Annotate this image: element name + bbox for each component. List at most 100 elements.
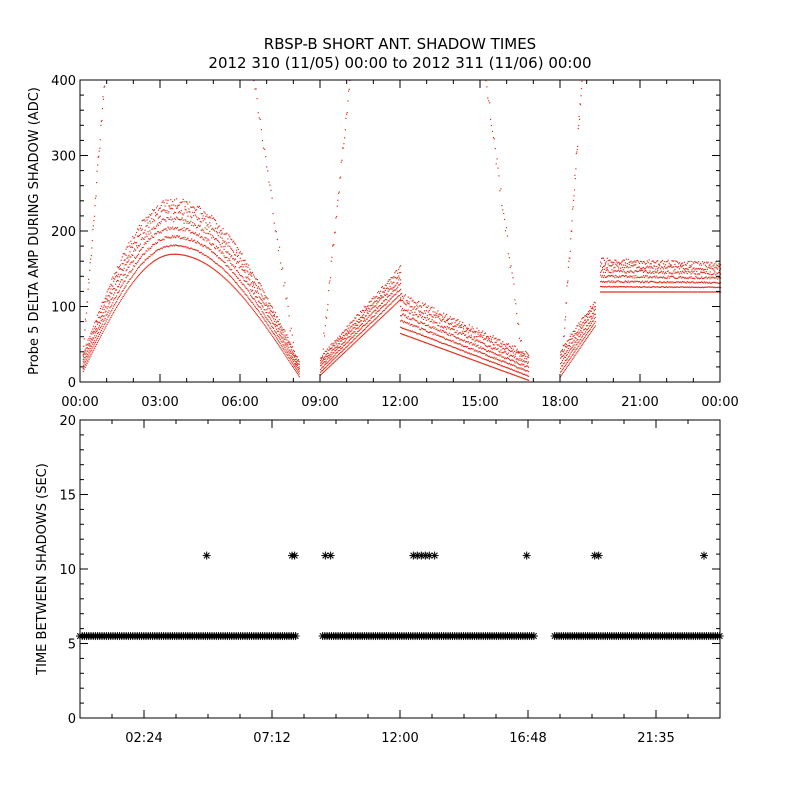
top-data-point [247,289,249,291]
top-data-point [678,281,680,283]
top-data-point [83,362,85,364]
top-data-point [421,317,423,319]
top-data-point [338,191,340,193]
top-data-point [511,272,513,274]
top-data-point [343,341,345,343]
top-data-point [446,338,448,340]
top-data-point [143,243,145,245]
top-data-point [628,286,630,288]
top-data-point [371,312,373,314]
top-data-point [282,331,284,333]
top-data-point [472,328,474,330]
top-data-point [517,367,519,369]
top-data-point [329,356,331,358]
top-data-point [194,209,197,211]
top-data-point [689,287,691,289]
top-data-point [393,305,395,307]
top-data-point [626,285,628,288]
top-data-point [382,287,385,289]
top-data-point [234,258,237,260]
top-data-point [401,327,404,329]
top-data-point [160,211,162,213]
top-data-point [580,321,582,323]
top-data-point [191,238,193,240]
top-data-point [462,339,464,342]
top-data-point [500,188,502,190]
top-data-point [325,354,327,356]
top-data-point [688,260,690,263]
top-data-point [384,284,386,286]
top-data-point [244,269,246,271]
top-data-point [437,310,439,312]
top-data-point [578,345,580,347]
top-data-point [321,361,323,363]
top-data-point [173,253,175,255]
top-data-point [349,346,351,348]
top-data-point [214,269,217,272]
top-data-point [590,315,592,317]
top-data-point [571,354,573,356]
top-data-point [493,353,495,355]
top-data-point [608,259,610,261]
top-data-point [178,211,180,213]
top-data-point [523,373,525,375]
top-data-point [156,205,159,207]
top-data-point [426,316,428,319]
top-data-point [112,288,114,291]
top-data-point [673,291,675,293]
top-data-point [388,304,390,306]
top-data-point [603,286,605,288]
top-data-point [674,272,676,274]
top-data-point [374,309,376,311]
top-data-point [480,356,482,359]
top-data-point [106,307,108,310]
top-data-point [145,259,147,261]
top-data-point [587,327,590,329]
top-data-point [292,359,294,361]
top-data-point [175,207,178,209]
top-data-point [654,291,656,293]
top-data-point [451,351,453,353]
top-data-point [665,282,667,284]
top-data-point [633,261,635,263]
top-data-point [390,292,392,294]
top-data-point [158,239,160,241]
top-data-point [573,352,575,354]
top-data-point [654,265,656,267]
top-data-point [615,286,617,288]
top-data-point [181,217,183,219]
top-data-point [337,199,339,201]
top-data-point [676,281,678,283]
top-data-point [254,296,257,298]
top-data-point [285,355,287,357]
top-data-point [513,369,515,371]
top-data-point [144,242,146,244]
top-data-point [387,300,389,302]
top-data-point [89,339,91,341]
top-data-point [636,277,638,279]
top-data-point [411,318,413,320]
top-data-point [525,361,527,363]
top-data-point [214,219,216,221]
top-data-point [714,263,716,265]
top-data-point [289,343,291,345]
top-data-point [512,277,514,279]
top-data-point [205,254,207,256]
top-data-point [485,349,487,351]
top-data-point [582,317,584,319]
top-data-point [281,337,283,339]
top-data-point [611,262,613,264]
top-data-point [404,314,406,316]
top-data-point [565,302,568,304]
top-data-point [88,355,90,357]
top-data-point [600,271,602,273]
top-data-point [324,350,326,352]
top-data-point [465,341,467,343]
top-data-point [369,305,371,307]
top-data-point [198,233,200,235]
top-data-point [423,335,426,338]
top-data-point [679,268,681,270]
top-data-point [363,319,365,321]
top-data-point [413,324,415,326]
